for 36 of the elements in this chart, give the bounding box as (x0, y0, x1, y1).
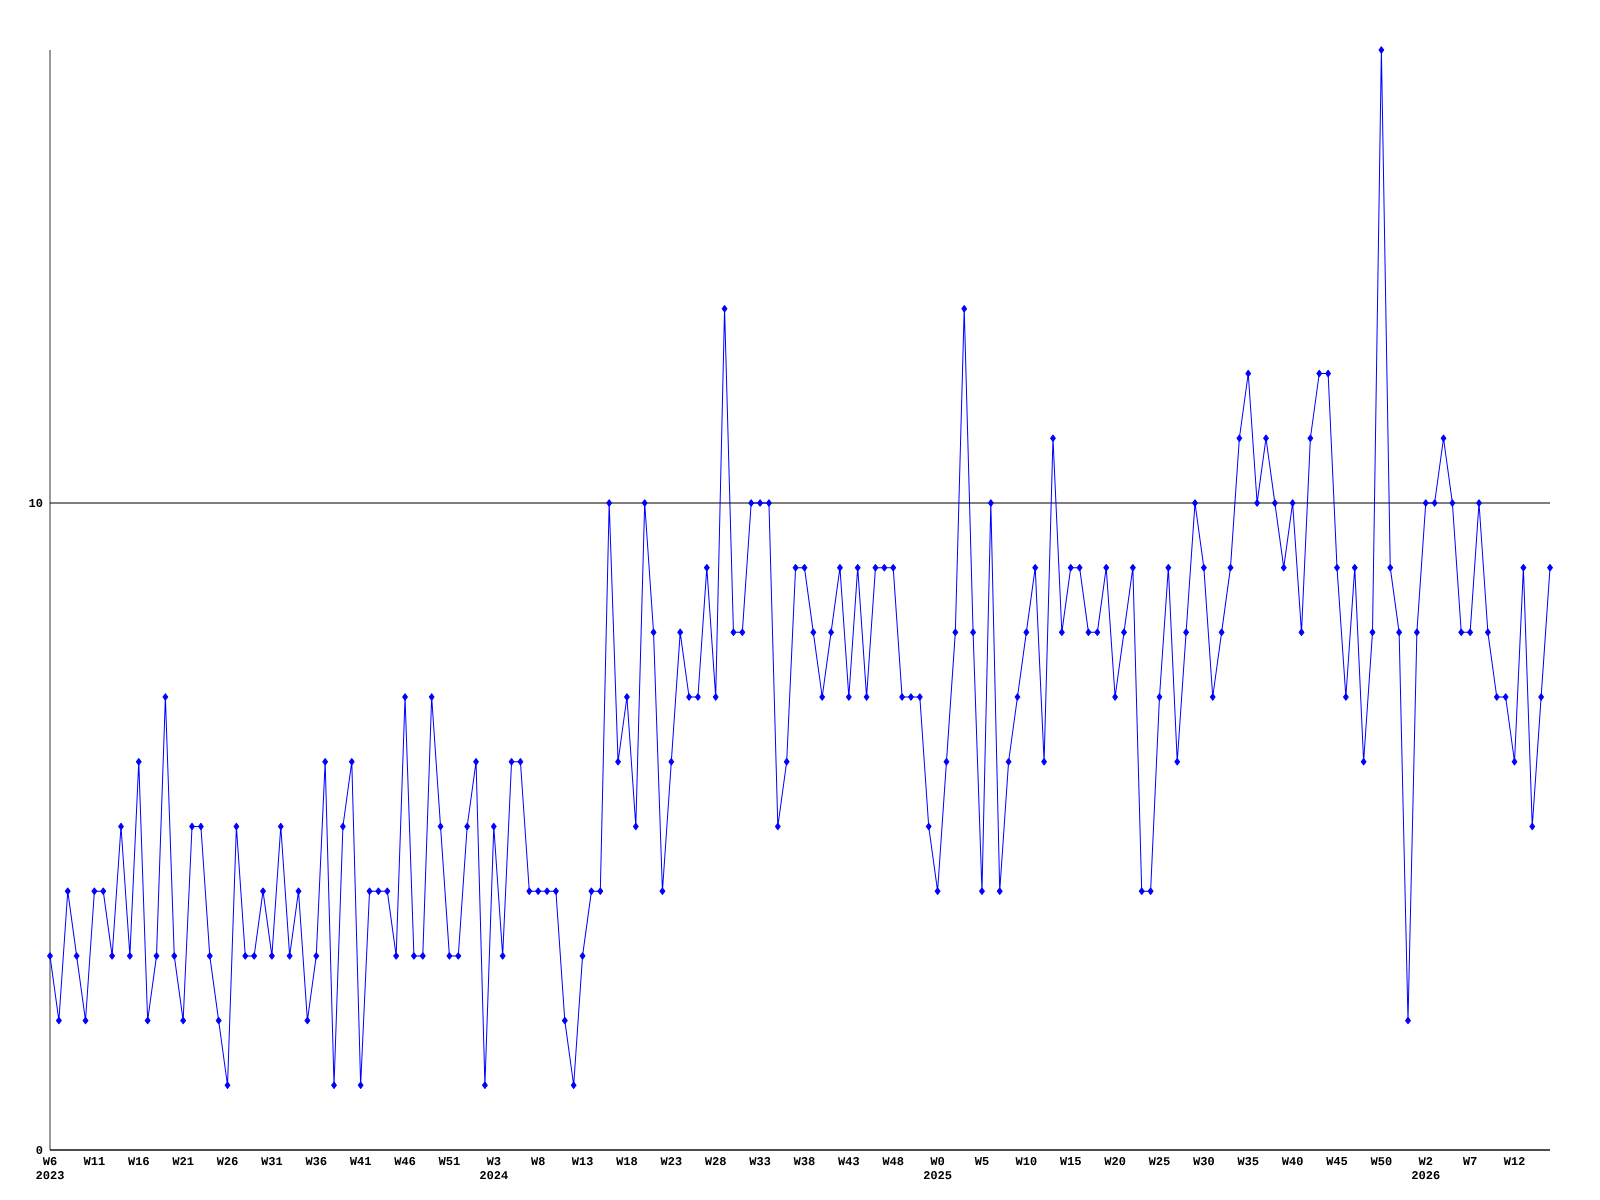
x-tick-label: W43 (838, 1157, 860, 1166)
x-tick-label: W16 (127, 1157, 149, 1166)
x-tick-label: W36 (305, 1157, 327, 1166)
x-tick-label: W20 (1104, 1157, 1126, 1166)
x-tick-label: W45 (1326, 1157, 1348, 1166)
x-tick-label: W2 2026 (1412, 1157, 1440, 1180)
x-tick-label: W21 (172, 1157, 194, 1166)
x-tick-label: W12 (1503, 1157, 1525, 1166)
x-tick-label: W10 (1015, 1157, 1037, 1166)
x-tick-label: W26 (216, 1157, 238, 1166)
x-tick-label: W46 (394, 1157, 416, 1166)
x-tick-label: W3 2024 (480, 1157, 508, 1180)
x-tick-label: W41 (349, 1157, 371, 1165)
x-tick-label: W50 (1370, 1157, 1392, 1166)
x-tick-label: W38 (793, 1157, 815, 1166)
x-tick-label: W28 (704, 1157, 726, 1166)
x-tick-label: W15 (1059, 1157, 1081, 1166)
y-tick-label: 10 (29, 498, 43, 508)
x-tick-label: W8 (530, 1157, 545, 1166)
x-tick-label: W6 2023 (36, 1157, 64, 1180)
y-tick-label: 0 (36, 1145, 43, 1155)
x-tick-label: W40 (1281, 1157, 1303, 1166)
x-tick-label: W51 (438, 1157, 460, 1166)
x-tick-label: W11 (83, 1157, 105, 1165)
x-tick-label: W33 (749, 1157, 771, 1166)
x-tick-label: W0 2025 (923, 1157, 952, 1180)
x-tick-label: W23 (660, 1157, 682, 1166)
x-tick-label: W35 (1237, 1157, 1259, 1166)
x-tick-label: W13 (571, 1157, 593, 1166)
x-tick-label: W18 (616, 1157, 638, 1166)
x-tick-label: W7 (1462, 1157, 1477, 1165)
x-tick-label: W25 (1148, 1157, 1170, 1166)
x-tick-label: W30 (1193, 1157, 1214, 1166)
x-tick-label: W5 (974, 1157, 989, 1166)
x-tick-label: W31 (261, 1157, 283, 1166)
x-tick-label: W48 (882, 1157, 904, 1166)
